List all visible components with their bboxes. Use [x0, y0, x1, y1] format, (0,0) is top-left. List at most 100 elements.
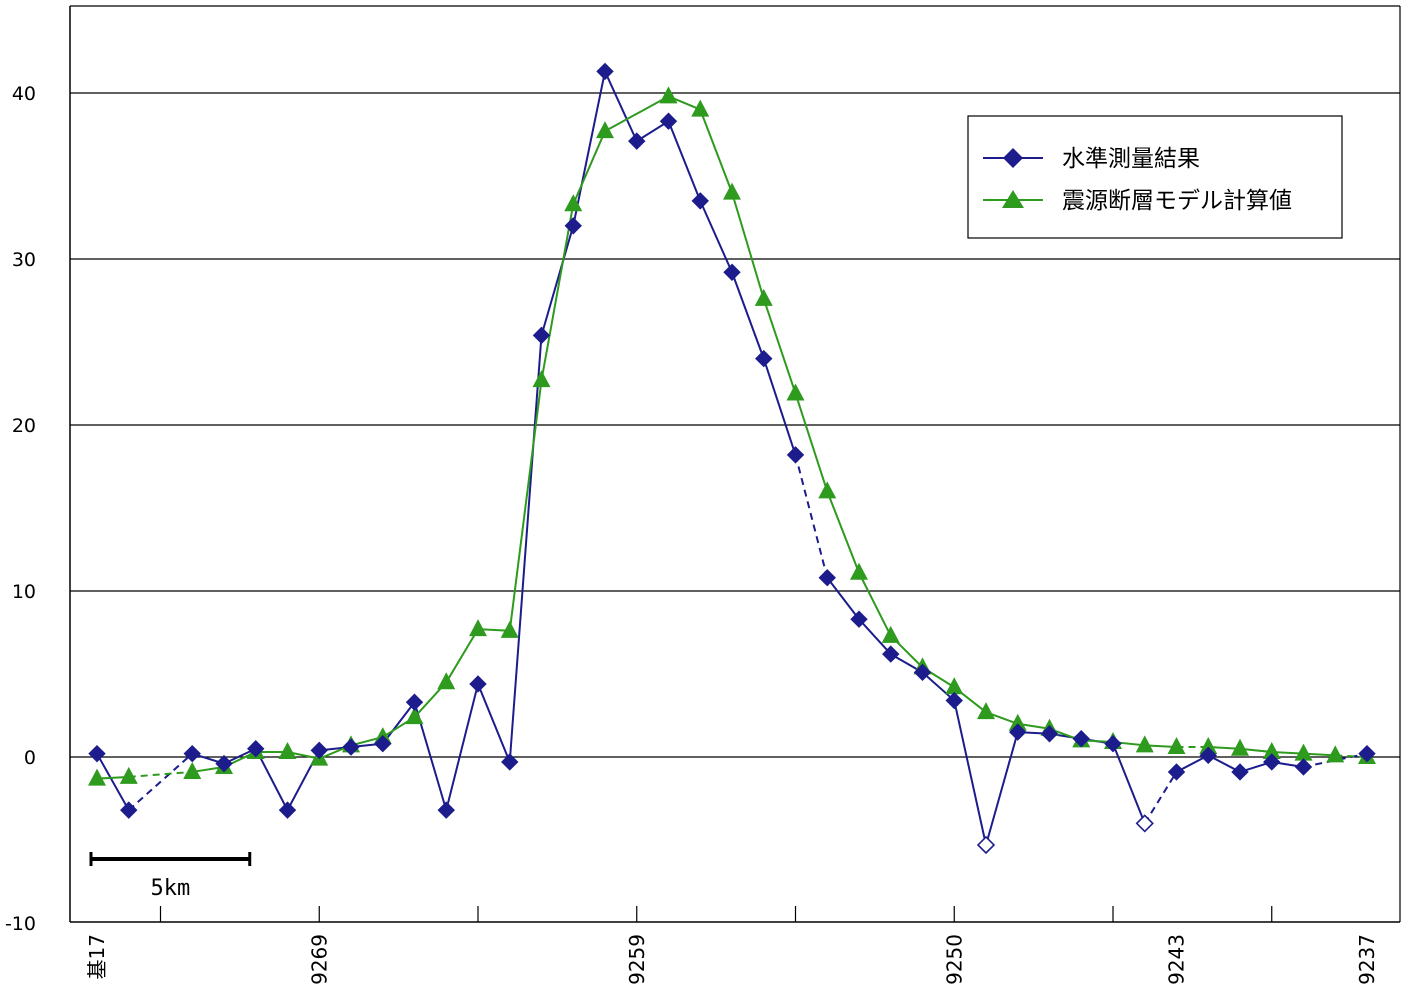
model-point	[119, 766, 138, 784]
series-segment-observed	[604, 71, 638, 142]
observed-point	[596, 62, 614, 81]
observed-point	[1199, 746, 1217, 765]
diamond-marker-icon	[1003, 148, 1023, 168]
observed-point	[755, 349, 773, 368]
series-segment-model	[826, 491, 860, 574]
observed-point	[532, 326, 551, 345]
series-segment-model	[508, 380, 543, 631]
series-segment-observed	[477, 683, 511, 763]
observed-point	[1009, 723, 1027, 741]
series-segment-model	[699, 109, 733, 193]
model-point	[881, 625, 900, 643]
observed-point	[1040, 725, 1059, 743]
x-tick-label: 9259	[625, 934, 649, 984]
model-point	[596, 121, 614, 139]
observed-point	[691, 192, 709, 210]
triangle-marker-icon	[1002, 190, 1024, 208]
axes: 40 30 20 10 0 -10 基17 9269 9259 9250 9243 9237	[5, 5, 1401, 984]
legend-box	[967, 115, 1343, 239]
series-segment-observed	[794, 454, 829, 578]
model-point	[1326, 745, 1345, 763]
observed-point	[786, 446, 805, 464]
x-tick-label: 9243	[1165, 934, 1189, 984]
observed-point	[405, 693, 424, 711]
series-segment-observed	[381, 701, 416, 745]
series-segment-observed	[540, 225, 575, 336]
observed-point	[310, 741, 328, 760]
observed-point	[1135, 814, 1154, 833]
observed-point	[469, 675, 487, 693]
y-tick-label: 40	[12, 83, 36, 105]
model-point	[977, 702, 995, 720]
series-segment-observed	[128, 752, 193, 811]
legend-item-model: 震源断層モデル計算値	[983, 188, 1292, 214]
model-point	[723, 182, 741, 200]
x-tick-label: 基17	[85, 934, 109, 979]
scale-bar: 5km	[89, 852, 252, 901]
observed-point	[882, 645, 900, 663]
model-point	[278, 742, 297, 760]
series-segment-model	[445, 628, 479, 683]
observed-point	[1072, 730, 1090, 748]
series-segment-observed	[985, 731, 1019, 846]
series-segment-model	[762, 298, 797, 394]
observed-point	[88, 744, 106, 763]
model-point	[405, 707, 424, 725]
legend-item-observed: 水準測量結果	[983, 146, 1200, 172]
model-point	[437, 672, 456, 690]
series-segment-observed	[699, 200, 733, 273]
model-point	[1199, 737, 1218, 755]
series-segment-model	[794, 393, 829, 492]
observed-point	[628, 132, 646, 150]
model-point	[183, 761, 202, 779]
y-tick-label: 0	[24, 747, 36, 769]
observed-point	[342, 738, 360, 756]
series-segment-observed	[572, 71, 606, 227]
observed-point	[374, 735, 392, 753]
series-segment-observed	[96, 753, 130, 811]
series-segment-model	[731, 192, 765, 300]
observed-point	[1358, 744, 1376, 763]
model-point	[1262, 742, 1281, 760]
observed-point	[1167, 763, 1186, 781]
model-point	[1008, 713, 1027, 731]
y-tick-label: 20	[12, 415, 36, 437]
observed-point	[183, 744, 201, 763]
model-point	[850, 562, 868, 580]
series-segment-observed	[826, 577, 860, 620]
series-segment-observed	[731, 271, 765, 359]
series-segment-model	[604, 95, 669, 133]
model-point	[786, 383, 805, 401]
scale-bar-label: 5km	[151, 876, 191, 901]
x-tick-label: 9269	[307, 934, 331, 984]
model-point	[469, 619, 487, 637]
model-point	[1231, 738, 1249, 756]
observed-point	[120, 801, 138, 819]
legend-label-observed: 水準測量結果	[1062, 146, 1200, 172]
y-tick-label: 10	[12, 581, 36, 603]
series-segment-observed	[445, 683, 479, 811]
observed-point	[659, 112, 678, 130]
model-point	[754, 288, 773, 306]
observed-point	[1231, 763, 1249, 781]
model-point	[659, 86, 678, 104]
model-point	[1294, 743, 1313, 761]
series-segment-model	[572, 130, 606, 205]
observed-point	[564, 217, 582, 235]
legend: 水準測量結果 震源断層モデル計算値	[967, 115, 1343, 239]
observed-point	[913, 663, 932, 682]
model-point	[818, 481, 837, 499]
series-segment-observed	[921, 671, 955, 702]
model-point	[945, 677, 964, 695]
observed-point	[1104, 735, 1122, 753]
model-point	[564, 194, 583, 212]
series-segment-observed	[1112, 743, 1146, 824]
observed-point	[818, 569, 836, 587]
y-tick-label: 30	[12, 249, 36, 271]
plot-area	[88, 62, 1376, 855]
observed-point	[850, 610, 868, 628]
series-segment-observed	[508, 335, 543, 763]
series-segment-observed	[667, 120, 702, 202]
series-segment-observed	[953, 700, 987, 846]
series-segment-model	[128, 770, 193, 778]
